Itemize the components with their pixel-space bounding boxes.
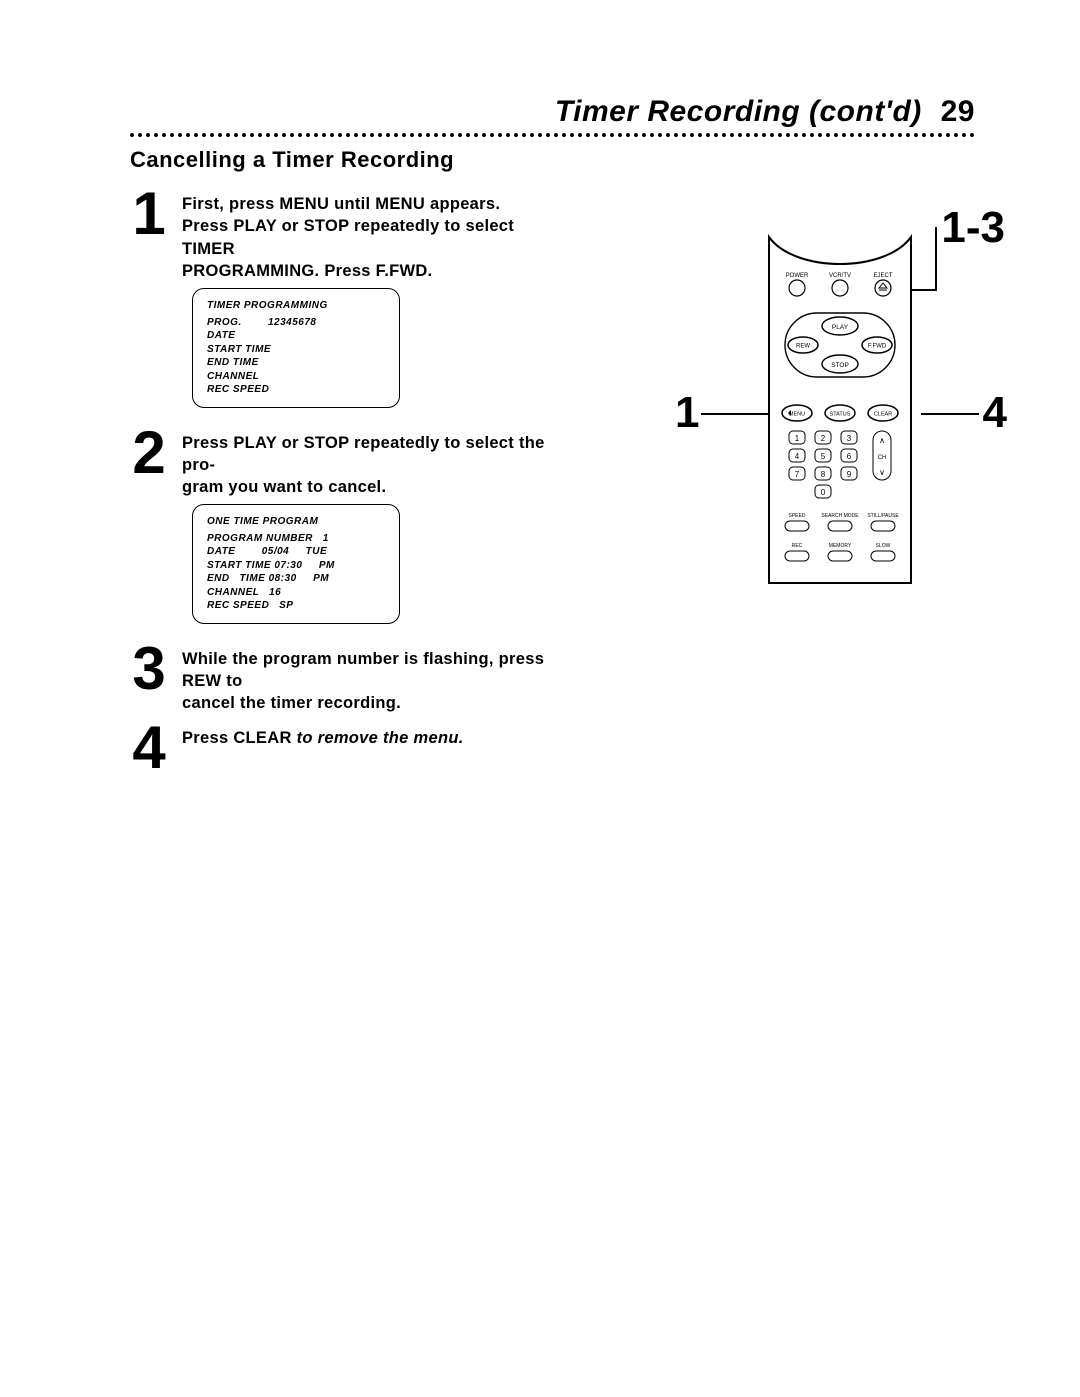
screen-box-2: ONE TIME PROGRAM PROGRAM NUMBER 1 DATE 0…	[192, 504, 400, 624]
screen1-row: END TIME	[207, 356, 387, 370]
svg-text:CH: CH	[878, 455, 887, 461]
svg-text:SEARCH MODE: SEARCH MODE	[821, 513, 859, 519]
svg-text:VCR/TV: VCR/TV	[829, 273, 851, 279]
screen1-row: DATE	[207, 329, 387, 343]
screen2-row: START TIME 07:30 PM	[207, 559, 387, 573]
step-1-line-3: PROGRAMMING. Press F.FWD.	[182, 262, 432, 280]
screen2-title: ONE TIME PROGRAM	[207, 515, 387, 529]
svg-text:REW: REW	[796, 344, 810, 350]
step-2-number: 2	[130, 426, 168, 480]
svg-text:6: 6	[847, 452, 852, 461]
page-title: Timer Recording (cont'd)	[555, 95, 922, 128]
screen2-row: END TIME 08:30 PM	[207, 572, 387, 586]
svg-text:1: 1	[795, 434, 800, 443]
screen1-row: PROG. 12345678	[207, 316, 387, 330]
screen2-row: CHANNEL 16	[207, 586, 387, 600]
screen2-row: REC SPEED SP	[207, 599, 387, 613]
svg-text:5: 5	[821, 452, 826, 461]
svg-text:STOP: STOP	[831, 362, 849, 369]
step-2-line-1: Press PLAY or STOP repeatedly to select …	[182, 434, 545, 474]
svg-text:4: 4	[795, 452, 800, 461]
step-2: 2 Press PLAY or STOP repeatedly to selec…	[130, 426, 570, 499]
title-divider	[130, 133, 975, 137]
svg-text:STATUS: STATUS	[830, 412, 851, 418]
svg-text:CLEAR: CLEAR	[874, 412, 892, 418]
svg-text:9: 9	[847, 470, 852, 479]
step-1-line-1: First, press MENU until MENU appears.	[182, 195, 500, 213]
step-4: 4 Press CLEAR to remove the menu.	[130, 721, 570, 775]
page-number: 29	[941, 95, 975, 128]
callout-top-vline	[935, 227, 937, 289]
page-title-row: Timer Recording (cont'd) 29	[130, 95, 975, 129]
section-subtitle: Cancelling a Timer Recording	[130, 147, 975, 173]
step-3-text: While the program number is flashing, pr…	[182, 642, 570, 715]
callout-top: 1-3	[941, 203, 1005, 253]
step-3-number: 3	[130, 642, 168, 696]
screen1-row: CHANNEL	[207, 370, 387, 384]
svg-text:SPEED: SPEED	[789, 513, 806, 519]
callout-left: 1	[675, 388, 699, 438]
step-4-line-1a: Press CLEAR	[182, 729, 297, 747]
step-2-line-2: gram you want to cancel.	[182, 478, 386, 496]
step-1-number: 1	[130, 187, 168, 241]
svg-text:8: 8	[821, 470, 826, 479]
svg-text:POWER: POWER	[786, 273, 809, 279]
svg-text:MENU: MENU	[789, 412, 805, 418]
svg-text:7: 7	[795, 470, 800, 479]
svg-text:∨: ∨	[879, 468, 885, 477]
svg-text:SLOW: SLOW	[876, 543, 891, 549]
svg-text:0: 0	[821, 488, 826, 497]
step-1-line-2: Press PLAY or STOP repeatedly to select …	[182, 217, 514, 257]
step-3: 3 While the program number is flashing, …	[130, 642, 570, 715]
screen1-row: START TIME	[207, 343, 387, 357]
remote-svg: POWER VCR/TV EJECT PLAY REW F.FWD	[755, 233, 925, 603]
step-4-text: Press CLEAR to remove the menu.	[182, 721, 464, 749]
step-1: 1 First, press MENU until MENU appears. …	[130, 187, 570, 282]
callout-right: 4	[983, 388, 1007, 438]
svg-text:EJECT: EJECT	[873, 273, 892, 279]
svg-text:PLAY: PLAY	[832, 324, 849, 331]
step-4-line-1b: to remove the menu.	[297, 729, 464, 747]
svg-text:REC: REC	[792, 543, 803, 549]
screen2-row: DATE 05/04 TUE	[207, 545, 387, 559]
step-4-number: 4	[130, 721, 168, 775]
step-2-text: Press PLAY or STOP repeatedly to select …	[182, 426, 570, 499]
step-1-text: First, press MENU until MENU appears. Pr…	[182, 187, 570, 282]
screen1-title: TIMER PROGRAMMING	[207, 299, 387, 313]
screen-box-1: TIMER PROGRAMMING PROG. 12345678 DATE ST…	[192, 288, 400, 408]
step-3-line-1: While the program number is flashing, pr…	[182, 650, 544, 690]
svg-text:STILL/PAUSE: STILL/PAUSE	[867, 513, 899, 519]
screen2-row: PROGRAM NUMBER 1	[207, 532, 387, 546]
step-3-line-2: cancel the timer recording.	[182, 694, 401, 712]
remote-diagram: 1-3 1 4 POWER VCR/TV EJECT	[685, 233, 985, 673]
svg-text:F.FWD: F.FWD	[868, 344, 887, 350]
svg-text:2: 2	[821, 434, 826, 443]
svg-text:3: 3	[847, 434, 852, 443]
screen1-row: REC SPEED	[207, 383, 387, 397]
callout-right-line	[921, 413, 979, 415]
svg-text:MEMORY: MEMORY	[829, 543, 852, 549]
svg-text:∧: ∧	[879, 436, 885, 445]
